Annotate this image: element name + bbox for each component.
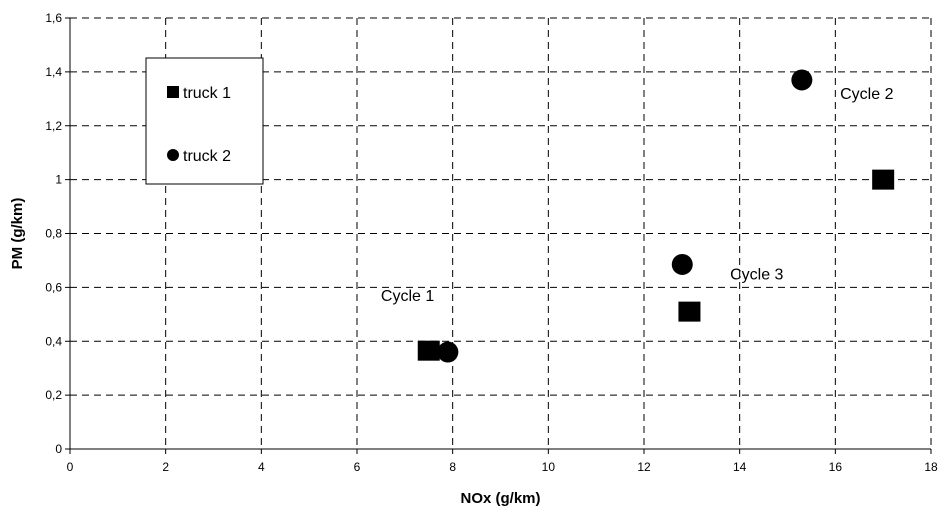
x-tick-label: 4 (258, 460, 265, 474)
x-tick-label: 8 (449, 460, 456, 474)
legend-label-truck-1: truck 1 (183, 85, 231, 102)
x-tick-label: 14 (733, 460, 747, 474)
x-tick-label: 12 (637, 460, 651, 474)
axes (65, 17, 932, 454)
y-tick-label: 1 (55, 173, 62, 187)
x-axis-title: NOx (g/km) (460, 490, 540, 507)
data-point-square (678, 301, 701, 322)
y-tick-label: 0 (55, 442, 62, 456)
data-points (417, 69, 895, 363)
tick-labels: 0 2 4 6 8 10 12 14 16 18 0 0,2 0,4 0,6 0,8 1 1,2 1,4 1,6 (45, 11, 938, 474)
y-tick-label: 0,4 (45, 334, 62, 348)
y-tick-label: 0,2 (45, 388, 62, 402)
x-tick-label: 18 (924, 460, 938, 474)
data-point-circle (437, 341, 459, 363)
legend-label-truck-2: truck 2 (183, 148, 231, 165)
data-point-square (417, 340, 440, 361)
x-tick-label: 6 (354, 460, 361, 474)
legend-box (145, 57, 264, 185)
legend: truck 1 truck 2 (145, 57, 264, 185)
annotations: Cycle 1 Cycle 3 Cycle 2 (381, 86, 894, 305)
cycle-annotation: Cycle 3 (730, 266, 783, 283)
cycle-annotation: Cycle 1 (381, 288, 434, 305)
y-tick-label: 0,8 (45, 227, 62, 241)
x-tick-label: 16 (829, 460, 843, 474)
y-tick-label: 0,6 (45, 280, 62, 294)
y-tick-label: 1,6 (45, 11, 62, 25)
legend-circle-marker (167, 149, 179, 161)
x-tick-label: 2 (162, 460, 169, 474)
legend-square-marker (167, 86, 179, 98)
y-axis-title: PM (g/km) (9, 198, 26, 270)
x-tick-label: 10 (542, 460, 556, 474)
cycle-annotation: Cycle 2 (840, 86, 893, 103)
x-tick-label: 0 (67, 460, 74, 474)
y-tick-label: 1,4 (45, 65, 62, 79)
data-point-circle (671, 253, 693, 275)
data-point-circle (791, 69, 813, 91)
data-point-square (872, 169, 895, 190)
y-tick-label: 1,2 (45, 119, 62, 133)
